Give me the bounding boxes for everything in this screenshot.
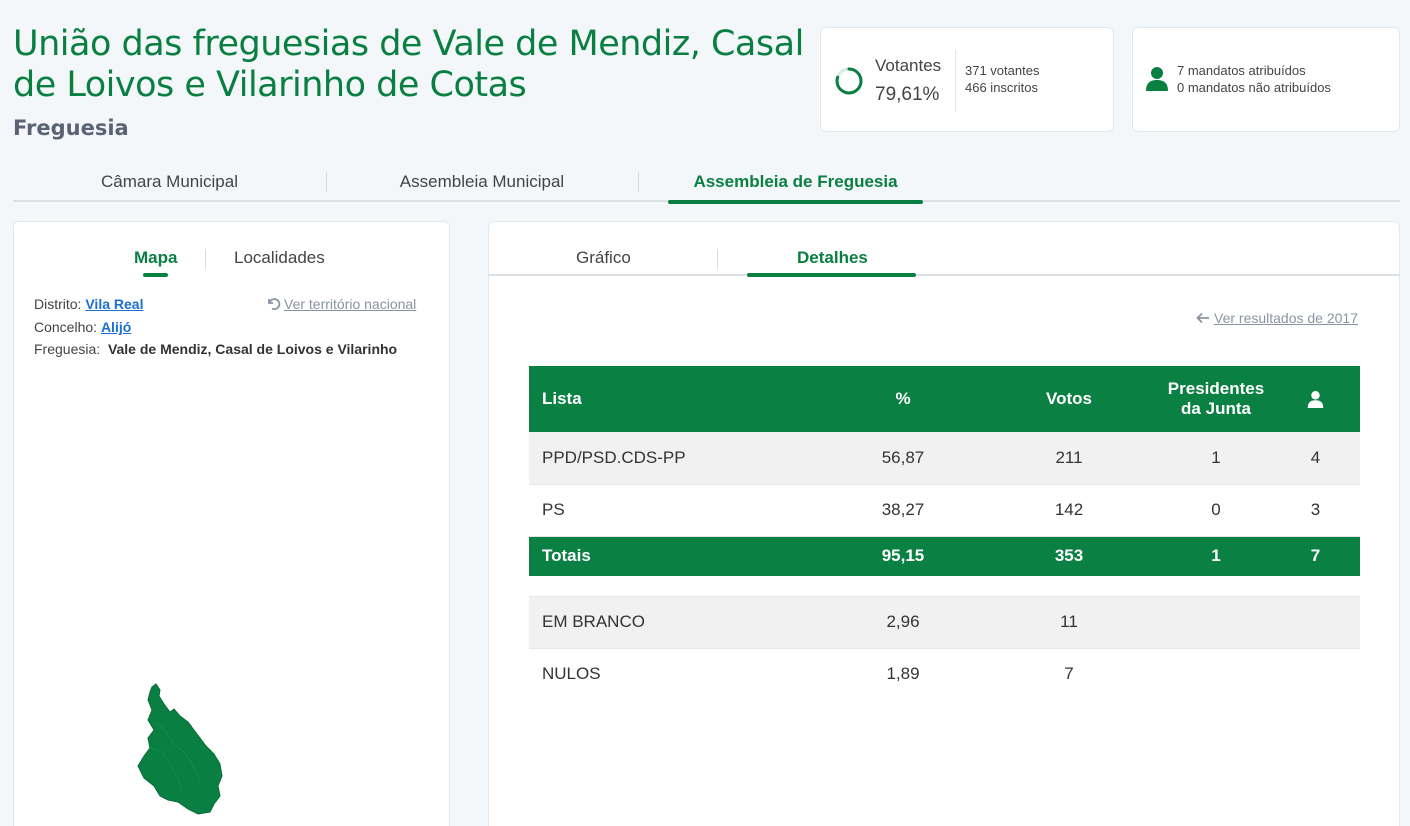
spacer-cell (529, 576, 1360, 597)
tab-divider (638, 172, 639, 192)
cell-votos: 7 (1064, 664, 1074, 684)
freguesia-row: Freguesia: Vale de Mendiz, Casal de Loiv… (34, 341, 397, 357)
tab-divider (205, 249, 206, 269)
table-row: PS 38,27 142 0 3 (529, 484, 1360, 537)
previous-results-label: Ver resultados de 2017 (1214, 310, 1358, 326)
cell-pct: 1,89 (886, 664, 920, 684)
header-presidentes-line1: Presidentes (1167, 379, 1265, 398)
distrito-row: Distrito: Vila Real (34, 296, 143, 312)
totals-row: Totais 95,15 353 1 7 (529, 536, 1360, 576)
table-row: EM BRANCO 2,96 11 (529, 596, 1360, 649)
cell-votos: 142 (977, 484, 1161, 537)
tab-detalhes[interactable]: Detalhes (797, 248, 868, 267)
cell-lista: PPD/PSD.CDS-PP (529, 432, 829, 485)
page-title: União das freguesias de Vale de Mendiz, … (13, 24, 804, 105)
inscritos-count: 466 inscritos (965, 80, 1038, 95)
main-tabs: Câmara Municipal Assembleia Municipal As… (13, 162, 1400, 204)
progress-ring-icon (835, 67, 863, 95)
concelho-link[interactable]: Alijó (100, 319, 132, 335)
user-icon (1146, 67, 1168, 91)
freguesia-map[interactable] (134, 682, 234, 817)
results-table: Lista % Votos Presidentes da Junta PPD/P… (529, 366, 1360, 700)
freguesia-label: Freguesia: (34, 341, 101, 357)
header-presidentes[interactable]: Presidentes da Junta (1161, 366, 1271, 432)
cell-votos: 11 (977, 596, 1161, 649)
page-subtitle: Freguesia (13, 116, 129, 140)
votantes-percentage: 79,61% (875, 84, 940, 105)
tabs-underline (489, 274, 1399, 276)
votantes-count: 371 votantes (965, 63, 1040, 78)
mandatos-nao-atribuidos: 0 mandatos não atribuídos (1177, 80, 1331, 95)
national-territory-label: Ver território nacional (284, 296, 417, 312)
arrow-left-icon (1196, 312, 1209, 324)
distrito-label: Distrito: (34, 296, 82, 312)
table-row: PPD/PSD.CDS-PP 56,87 211 1 4 (529, 432, 1360, 485)
header-pct[interactable]: % (829, 366, 977, 432)
tab-localidades[interactable]: Localidades (234, 248, 325, 267)
cell-presidentes: 0 (1161, 484, 1271, 537)
tab-grafico[interactable]: Gráfico (576, 248, 631, 267)
cell-lista: Totais (529, 536, 829, 576)
cell-presidentes (1161, 648, 1271, 700)
divider (955, 50, 956, 112)
cell-votos: 211 (977, 432, 1161, 485)
votantes-card: Votantes 79,61% 371 votantes 466 inscrit… (820, 27, 1114, 132)
header-lista[interactable]: Lista (529, 366, 829, 432)
cell-mandatos (1271, 596, 1360, 649)
header-votos[interactable]: Votos (977, 366, 1161, 432)
tab-assembleia-municipal[interactable]: Assembleia Municipal (399, 172, 565, 191)
undo-icon (268, 298, 281, 310)
mandatos-card: 7 mandatos atribuídos 0 mandatos não atr… (1132, 27, 1400, 132)
user-icon (1307, 391, 1324, 408)
map-panel: Mapa Localidades Distrito: Vila Real Ver… (13, 221, 450, 826)
cell-pct: 2,96 (829, 596, 977, 649)
active-tab-indicator (143, 273, 168, 277)
mandatos-atribuidos: 7 mandatos atribuídos (1177, 63, 1306, 78)
tab-camara-municipal[interactable]: Câmara Municipal (101, 172, 238, 191)
cell-mandatos (1271, 648, 1360, 700)
cell-presidentes: 1 (1161, 432, 1271, 485)
cell-mandatos: 4 (1271, 432, 1360, 485)
tab-divider (717, 249, 718, 269)
table-spacer (529, 576, 1360, 597)
cell-pct: 95,15 (829, 536, 977, 576)
cell-lista: PS (529, 484, 829, 537)
concelho-row: Concelho: Alijó (34, 319, 131, 335)
header-presidentes-line2: da Junta (1181, 399, 1251, 418)
concelho-label: Concelho: (34, 319, 98, 335)
results-panel: Gráfico Detalhes Ver resultados de 2017 … (488, 221, 1400, 826)
cell-pct: 38,27 (829, 484, 977, 537)
votantes-details: 371 votantes 466 inscritos (965, 62, 1039, 96)
cell-lista: NULOS (542, 664, 601, 684)
tab-divider (326, 172, 327, 192)
table-row: NULOS 1,89 7 (529, 648, 1360, 700)
freguesia-name: Vale de Mendiz, Casal de Loivos e Vilari… (107, 341, 398, 357)
tab-assembleia-freguesia[interactable]: Assembleia de Freguesia (668, 162, 923, 204)
votantes-label: Votantes (875, 56, 942, 75)
table-header: Lista % Votos Presidentes da Junta (529, 366, 1360, 432)
cell-presidentes: 1 (1161, 536, 1271, 576)
cell-presidentes (1161, 596, 1271, 649)
national-territory-link[interactable]: Ver território nacional (266, 296, 416, 312)
header-mandatos[interactable] (1271, 366, 1360, 432)
mandatos-details: 7 mandatos atribuídos 0 mandatos não atr… (1177, 62, 1331, 96)
distrito-link[interactable]: Vila Real (85, 296, 144, 312)
cell-mandatos: 7 (1271, 536, 1360, 576)
previous-results-link[interactable]: Ver resultados de 2017 (1196, 310, 1358, 326)
tab-mapa[interactable]: Mapa (134, 248, 178, 267)
cell-mandatos: 3 (1271, 484, 1360, 537)
cell-lista: EM BRANCO (529, 596, 829, 649)
cell-votos: 353 (977, 536, 1161, 576)
cell-pct: 56,87 (829, 432, 977, 485)
active-tab-indicator (747, 273, 916, 277)
